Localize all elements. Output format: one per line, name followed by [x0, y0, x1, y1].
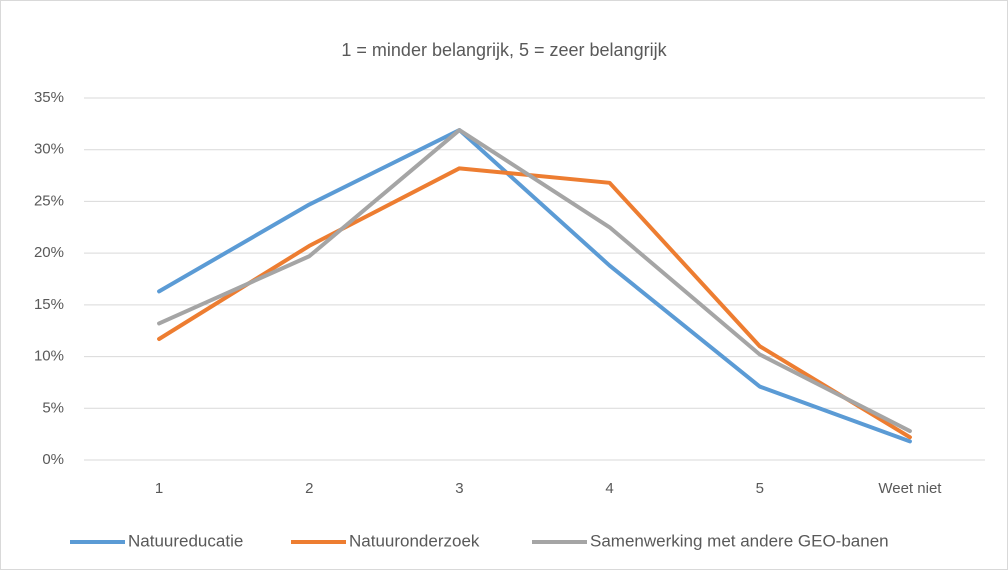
x-tick-label: 1 [155, 480, 163, 497]
y-tick-label: 20% [34, 244, 64, 261]
x-tick-label: Weet niet [878, 480, 942, 497]
y-tick-label: 30% [34, 141, 64, 158]
x-tick-label: 4 [605, 480, 613, 497]
legend-label: Samenwerking met andere GEO-banen [590, 531, 889, 550]
y-tick-label: 0% [42, 451, 64, 468]
series-line [157, 128, 912, 444]
x-tick-label: 2 [305, 480, 313, 497]
y-tick-label: 10% [34, 348, 64, 365]
legend-label: Natuureducatie [128, 531, 243, 550]
legend-label: Natuuronderzoek [349, 531, 480, 550]
series-line [157, 128, 912, 434]
y-tick-label: 15% [34, 296, 64, 313]
chart-title: 1 = minder belangrijk, 5 = zeer belangri… [341, 40, 667, 60]
y-tick-label: 35% [34, 89, 64, 106]
series-line [157, 166, 912, 440]
y-tick-label: 25% [34, 192, 64, 209]
y-tick-label: 5% [42, 399, 64, 416]
x-tick-label: 5 [756, 480, 764, 497]
x-tick-label: 3 [455, 480, 463, 497]
